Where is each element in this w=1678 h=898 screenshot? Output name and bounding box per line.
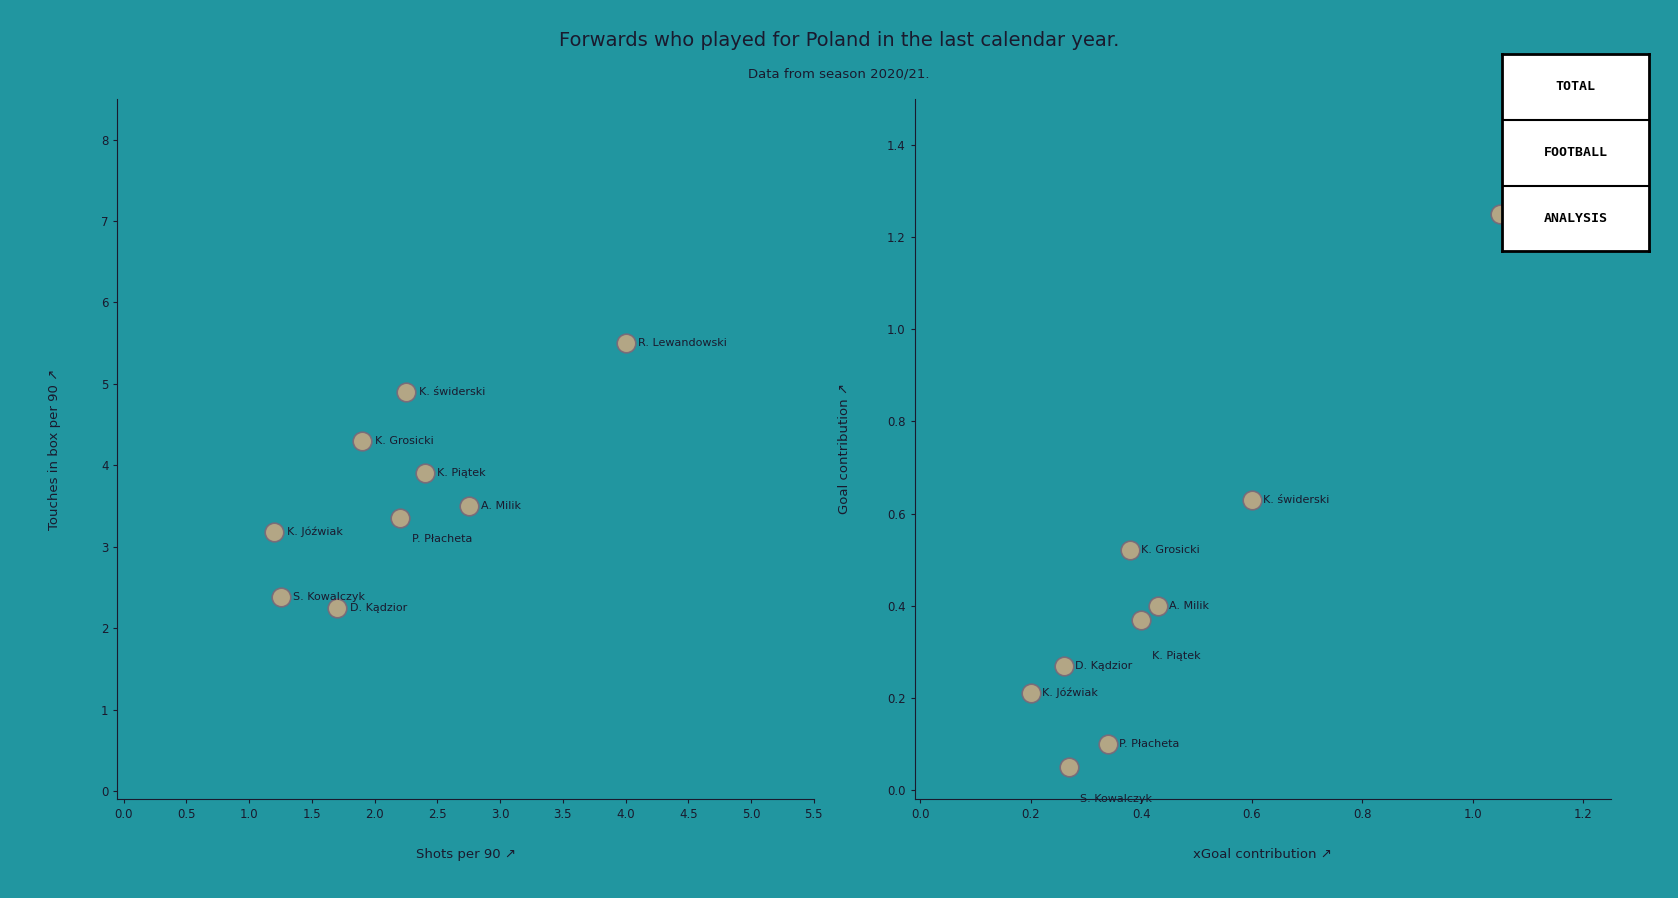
Text: Forwards who played for Poland in the last calendar year.: Forwards who played for Poland in the la… bbox=[559, 31, 1119, 50]
Point bbox=[1487, 207, 1514, 221]
Text: Goal contribution ↗: Goal contribution ↗ bbox=[839, 383, 851, 515]
Text: K. Jóźwiak: K. Jóźwiak bbox=[1042, 688, 1097, 699]
Point bbox=[455, 498, 482, 513]
Text: xGoal contribution ↗: xGoal contribution ↗ bbox=[1193, 849, 1332, 861]
Point bbox=[260, 525, 287, 540]
Text: K. Piątek: K. Piątek bbox=[1153, 651, 1201, 661]
Text: FOOTBALL: FOOTBALL bbox=[1544, 146, 1608, 159]
Point bbox=[1094, 736, 1121, 751]
Text: A. Milik: A. Milik bbox=[1170, 601, 1208, 611]
Text: TOTAL: TOTAL bbox=[1556, 80, 1596, 93]
Point bbox=[1017, 686, 1044, 700]
Point bbox=[386, 511, 413, 525]
Text: Data from season 2020/21.: Data from season 2020/21. bbox=[748, 67, 930, 80]
Point bbox=[411, 466, 438, 480]
Point bbox=[1050, 658, 1077, 673]
Point bbox=[1116, 543, 1143, 558]
Point bbox=[324, 601, 351, 615]
Point bbox=[393, 385, 420, 400]
Text: A. Milik: A. Milik bbox=[482, 501, 522, 511]
Point bbox=[612, 336, 639, 350]
Text: Shots per 90 ↗: Shots per 90 ↗ bbox=[416, 849, 515, 861]
Point bbox=[1144, 598, 1171, 612]
Point bbox=[1128, 612, 1154, 627]
Text: P. Płacheta: P. Płacheta bbox=[413, 533, 473, 543]
Text: D. Kądzior: D. Kądzior bbox=[1076, 661, 1133, 671]
Point bbox=[267, 590, 294, 604]
Text: S. Kowalczyk: S. Kowalczyk bbox=[294, 593, 366, 603]
Text: S. Kowalczyk: S. Kowalczyk bbox=[1081, 794, 1153, 805]
Text: R. Lewandowski: R. Lewandowski bbox=[638, 339, 727, 348]
Text: Touches in box per 90 ↗: Touches in box per 90 ↗ bbox=[49, 368, 62, 530]
Text: K. Piątek: K. Piątek bbox=[438, 469, 487, 479]
Text: D. Kądzior: D. Kądzior bbox=[349, 603, 406, 612]
Text: K. świderski: K. świderski bbox=[1262, 495, 1329, 505]
Text: P. Płacheta: P. Płacheta bbox=[1119, 739, 1180, 749]
Text: K. Grosicki: K. Grosicki bbox=[1141, 545, 1200, 555]
Point bbox=[1238, 492, 1265, 506]
Point bbox=[1055, 760, 1082, 774]
Text: R. Lewandowski: R. Lewandowski bbox=[1512, 209, 1601, 219]
Text: K. Jóźwiak: K. Jóźwiak bbox=[287, 527, 342, 537]
Text: K. Grosicki: K. Grosicki bbox=[374, 436, 433, 445]
Text: K. świderski: K. świderski bbox=[418, 387, 485, 397]
Text: ANALYSIS: ANALYSIS bbox=[1544, 212, 1608, 225]
Point bbox=[349, 434, 376, 448]
